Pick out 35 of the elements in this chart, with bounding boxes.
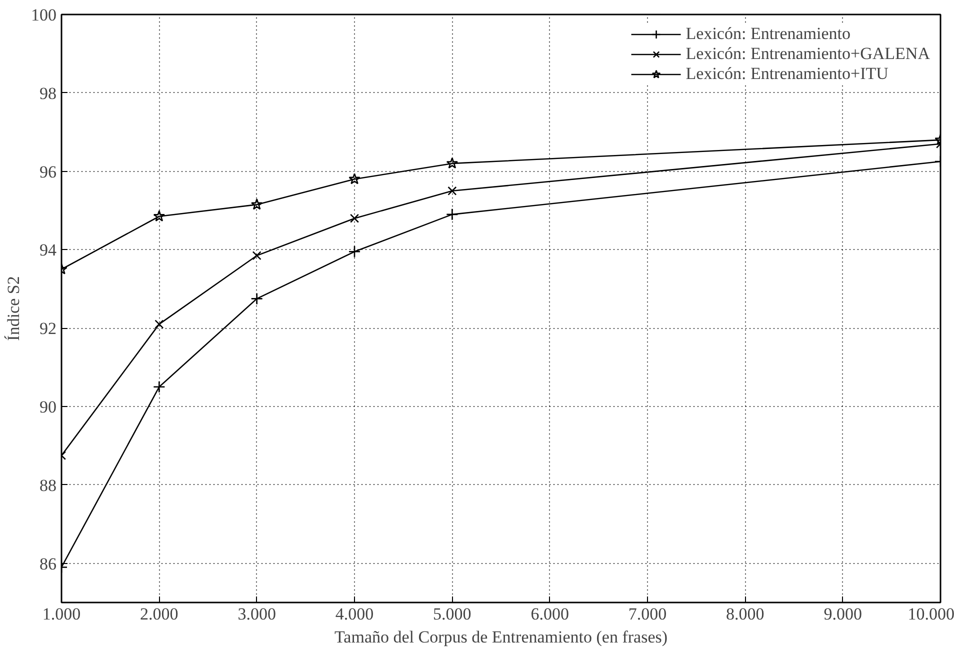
y-tick-label: 90 <box>40 398 56 416</box>
x-tick-label: 6.000 <box>530 604 569 624</box>
y-tick-label: 98 <box>40 84 56 103</box>
y-tick-label: 92 <box>40 319 56 338</box>
x-axis-title: Tamaño del Corpus de Entrenamiento (en frases) <box>334 628 668 646</box>
legend-label: Lexicón: Entrenamiento+GALENA <box>686 44 930 64</box>
point <box>348 246 361 258</box>
y-axis-title: Índice S2 <box>4 276 23 341</box>
point <box>348 172 360 184</box>
x-tick-label: 2.000 <box>140 604 178 624</box>
x-tick-label: 10.000 <box>908 604 954 624</box>
y-tick-label: 100 <box>31 6 56 24</box>
x-tick-label: 9.000 <box>824 604 862 624</box>
x-tick-label: 8.000 <box>726 604 764 624</box>
legend-label: Lexicón: Entrenamiento <box>686 24 851 44</box>
point <box>252 251 262 260</box>
point <box>153 210 166 222</box>
point <box>350 214 360 223</box>
x-tick-label: 1.000 <box>42 604 81 624</box>
x-tick-label: 5.000 <box>433 604 472 624</box>
y-tick-label: 88 <box>40 476 56 495</box>
y-tick-label: 86 <box>40 554 56 574</box>
x-tick-label: 4.000 <box>335 604 374 624</box>
y-tick-label: 94 <box>40 240 57 260</box>
point <box>154 320 164 329</box>
x-tick-label: 7.000 <box>628 604 667 624</box>
x-tick-label: 3.000 <box>238 604 276 624</box>
point <box>446 208 458 221</box>
legend-label: Lexicón: Entrenamiento+ITU <box>686 64 888 84</box>
point <box>250 198 263 210</box>
y-tick-label: 96 <box>40 162 56 182</box>
point <box>153 380 166 394</box>
point <box>448 186 457 196</box>
point <box>250 292 263 305</box>
point <box>446 157 458 169</box>
